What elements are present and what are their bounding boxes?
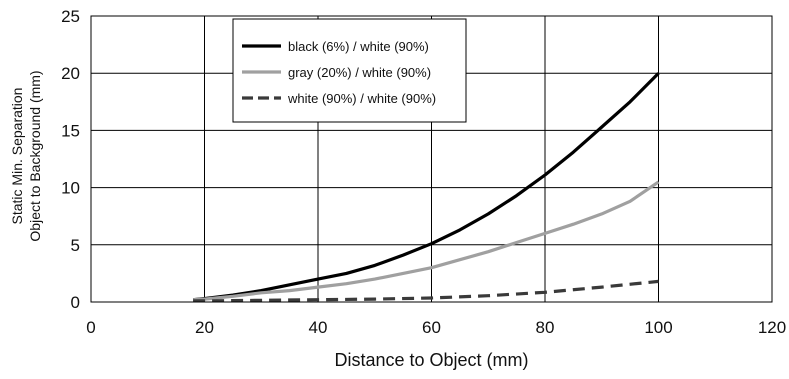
x-tick-label: 0 <box>86 318 95 337</box>
x-tick-label: 20 <box>195 318 214 337</box>
y-tick-label: 15 <box>61 121 80 140</box>
x-tick-labels: 0 20 40 60 80 100 120 <box>86 318 786 337</box>
legend-label-1: black (6%) / white (90%) <box>288 39 429 54</box>
y-tick-label: 20 <box>61 64 80 83</box>
legend-label-2: gray (20%) / white (90%) <box>288 65 431 80</box>
x-tick-label: 40 <box>309 318 328 337</box>
series-lines <box>192 72 660 303</box>
legend-label-3: white (90%) / white (90%) <box>287 91 436 106</box>
x-tick-label: 80 <box>536 318 555 337</box>
series-line-3 <box>193 279 659 303</box>
x-tick-label: 60 <box>422 318 441 337</box>
plot-frame <box>90 15 773 303</box>
x-axis-title: Distance to Object (mm) <box>334 350 528 370</box>
series-line-2 <box>193 180 660 302</box>
x-tick-label: 120 <box>758 318 786 337</box>
legend: black (6%) / white (90%) gray (20%) / whi… <box>232 18 467 123</box>
y-tick-label: 10 <box>61 179 80 198</box>
series-line-1 <box>192 72 660 302</box>
y-tick-label: 0 <box>71 293 80 312</box>
y-tick-labels: 0 5 10 15 20 25 <box>61 7 80 312</box>
y-tick-label: 25 <box>61 7 80 26</box>
y-axis-title-line-2: Object to Background (mm) <box>27 70 43 241</box>
x-tick-label: 100 <box>644 318 672 337</box>
y-tick-label: 5 <box>71 236 80 255</box>
y-axis-title: Static Min. Separation Object to Backgro… <box>9 70 43 241</box>
y-axis-title-line-1: Static Min. Separation <box>9 88 25 225</box>
